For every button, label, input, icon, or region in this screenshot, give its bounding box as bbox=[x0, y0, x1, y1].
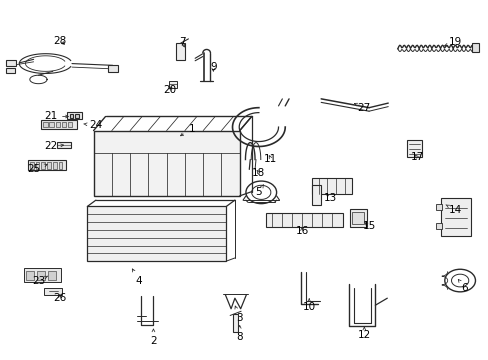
Bar bbox=[62, 122, 66, 127]
Text: 26: 26 bbox=[53, 293, 66, 303]
Text: 10: 10 bbox=[302, 299, 315, 312]
Text: 18: 18 bbox=[252, 168, 265, 178]
Bar bbox=[48, 271, 56, 280]
Bar bbox=[108, 66, 118, 72]
Text: 13: 13 bbox=[324, 193, 337, 203]
Text: 9: 9 bbox=[210, 62, 216, 72]
Text: 19: 19 bbox=[444, 37, 461, 48]
Text: 20: 20 bbox=[163, 85, 177, 95]
Bar bbox=[57, 142, 71, 148]
Bar bbox=[349, 209, 366, 226]
Bar bbox=[68, 122, 72, 127]
Bar bbox=[311, 178, 351, 194]
Text: 22: 22 bbox=[44, 141, 63, 152]
Bar bbox=[407, 140, 421, 157]
Text: 23: 23 bbox=[32, 275, 48, 285]
Bar bbox=[41, 120, 77, 129]
Bar bbox=[351, 212, 363, 224]
Text: 11: 11 bbox=[264, 154, 277, 164]
Text: 3: 3 bbox=[234, 306, 243, 323]
Bar bbox=[435, 223, 441, 229]
Bar bbox=[44, 288, 62, 294]
Bar bbox=[6, 60, 16, 66]
Bar bbox=[36, 162, 40, 169]
Bar bbox=[440, 198, 470, 237]
Text: 1: 1 bbox=[180, 124, 195, 136]
Text: 5: 5 bbox=[255, 185, 263, 197]
Bar bbox=[67, 112, 81, 119]
Bar bbox=[59, 162, 62, 169]
Bar bbox=[435, 204, 441, 210]
Bar bbox=[38, 271, 45, 280]
Text: 2: 2 bbox=[150, 329, 157, 346]
Bar bbox=[53, 162, 57, 169]
Bar bbox=[93, 131, 239, 196]
Bar bbox=[69, 114, 73, 118]
Text: 7: 7 bbox=[179, 37, 185, 48]
Text: 28: 28 bbox=[53, 36, 66, 46]
Bar bbox=[6, 68, 15, 73]
Bar bbox=[56, 122, 60, 127]
Bar bbox=[41, 162, 45, 169]
Text: 8: 8 bbox=[236, 325, 243, 342]
Bar bbox=[43, 122, 47, 127]
Text: 17: 17 bbox=[409, 152, 423, 162]
Text: 24: 24 bbox=[83, 120, 102, 130]
Text: 14: 14 bbox=[445, 205, 461, 215]
Bar bbox=[28, 160, 66, 170]
Text: 12: 12 bbox=[357, 327, 370, 340]
Text: 4: 4 bbox=[132, 269, 142, 285]
Bar bbox=[47, 162, 51, 169]
Text: 6: 6 bbox=[457, 279, 468, 293]
Bar bbox=[232, 314, 238, 332]
Bar bbox=[168, 81, 177, 88]
Bar bbox=[311, 185, 321, 205]
Text: 15: 15 bbox=[362, 221, 375, 231]
Bar bbox=[24, 268, 61, 282]
Text: 16: 16 bbox=[295, 226, 308, 236]
Bar bbox=[87, 206, 226, 261]
Text: 25: 25 bbox=[27, 164, 47, 174]
Bar bbox=[265, 213, 342, 226]
Bar bbox=[75, 114, 79, 118]
Bar bbox=[30, 162, 34, 169]
Bar bbox=[49, 122, 54, 127]
Text: 21: 21 bbox=[44, 112, 68, 121]
Text: 27: 27 bbox=[354, 103, 370, 113]
Bar bbox=[471, 44, 478, 52]
Bar bbox=[176, 43, 184, 60]
Bar bbox=[26, 271, 34, 280]
